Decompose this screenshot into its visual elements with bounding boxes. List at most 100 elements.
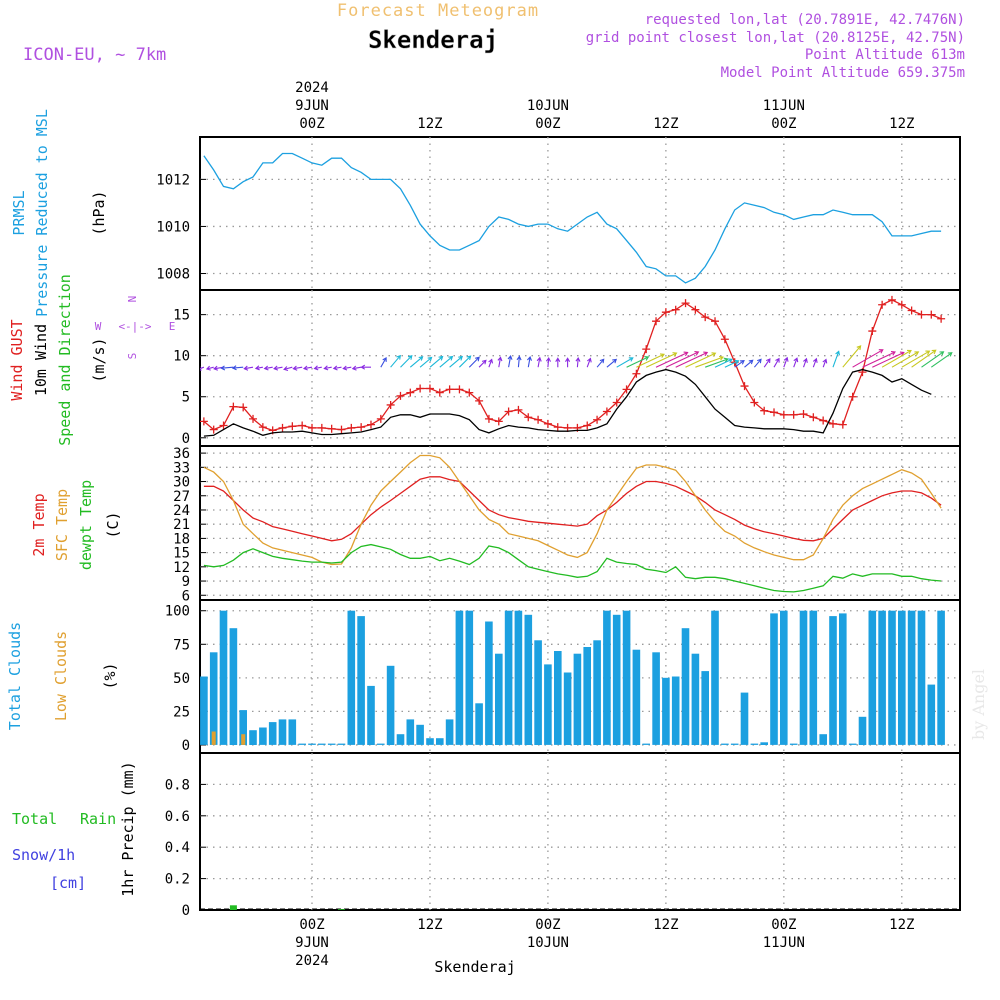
- wind-direction-arrow: [714, 358, 733, 368]
- gust-marker: [524, 413, 533, 422]
- gust-marker: [543, 419, 552, 428]
- total-cloud-bar: [406, 719, 415, 745]
- wind-frame: [199, 289, 961, 447]
- series-line-2m-temp: [203, 476, 942, 542]
- wind-direction-arrow: [575, 356, 581, 368]
- wind-direction-arrow: [763, 358, 771, 368]
- wind-direction-arrow: [596, 358, 605, 368]
- wind-direction-arrow: [773, 357, 780, 368]
- total-cloud-bar: [554, 651, 562, 745]
- total-cloud-bar: [514, 610, 523, 745]
- wind-direction-arrow: [832, 350, 841, 368]
- total-cloud-bar: [770, 613, 778, 745]
- precip-legend-label: Total: [12, 810, 57, 828]
- total-cloud-bar: [534, 640, 542, 745]
- gust-marker: [455, 385, 464, 394]
- wind-direction-arrow: [390, 354, 401, 368]
- total-cloud-bar: [259, 727, 267, 745]
- gust-marker: [789, 410, 798, 419]
- top-time-label: 12Z: [417, 116, 442, 132]
- gust-marker: [897, 300, 906, 309]
- gust-marker: [652, 317, 661, 326]
- gust-marker: [642, 345, 651, 354]
- series-line-dewpt-temp: [203, 543, 942, 593]
- total-cloud-bar: [593, 640, 601, 745]
- total-cloud-bar: [573, 653, 582, 745]
- y-tick-label: 1008: [156, 267, 190, 283]
- gust-marker: [534, 415, 543, 424]
- total-cloud-bar: [721, 743, 729, 745]
- total-cloud-bar: [740, 692, 749, 745]
- y-tick-label: 10: [173, 349, 190, 365]
- gust-marker: [288, 422, 297, 431]
- gust-marker: [661, 308, 670, 317]
- total-cloud-bar: [416, 724, 424, 745]
- gust-marker: [435, 388, 444, 397]
- precip-legend-label: Snow/1h: [12, 846, 75, 864]
- wind-direction-arrow: [313, 365, 322, 371]
- gust-marker: [504, 407, 513, 416]
- total-cloud-bar: [701, 671, 709, 745]
- y-tick-label: 100: [165, 604, 190, 620]
- y-tick-label: 15: [173, 308, 190, 324]
- gust-marker: [337, 425, 346, 434]
- y-tick-label: 18: [173, 531, 190, 547]
- wind-direction-arrow: [497, 356, 503, 368]
- total-cloud-bar: [898, 610, 906, 745]
- y-axis-label: 2m Temp: [30, 493, 48, 556]
- bottom-time-label: 00Z: [299, 917, 324, 933]
- wind-compass-icon: W E N S <-|->: [95, 296, 176, 360]
- gust-marker: [868, 327, 877, 336]
- y-tick-label: 0: [182, 903, 190, 919]
- y-tick-label: 27: [173, 489, 190, 505]
- total-cloud-bar: [780, 610, 788, 745]
- gust-marker: [366, 420, 375, 429]
- total-cloud-bar: [445, 719, 454, 745]
- total-cloud-bar: [681, 628, 690, 745]
- top-time-label: 2024: [295, 80, 329, 96]
- total-cloud-bar: [907, 610, 916, 745]
- y-axis-label: Total Clouds: [6, 622, 24, 730]
- gust-marker: [514, 405, 523, 414]
- gust-marker: [691, 305, 700, 314]
- total-cloud-bar: [642, 743, 650, 745]
- gust-marker: [425, 384, 434, 393]
- compass-arrows: <-|->: [118, 320, 151, 333]
- gust-marker: [740, 382, 749, 391]
- total-cloud-bar: [612, 614, 621, 745]
- bottom-time-label: 00Z: [535, 917, 560, 933]
- gust-marker: [445, 385, 454, 394]
- top-time-label: 12Z: [653, 116, 678, 132]
- gust-marker: [317, 423, 326, 432]
- rain-bar: [229, 905, 237, 910]
- y-tick-label: 25: [173, 704, 190, 720]
- series-line-prmsl: [203, 152, 942, 284]
- gust-marker: [229, 402, 238, 411]
- total-cloud-bar: [878, 610, 886, 745]
- requested-location: requested lon,lat (20.7891E, 42.7476N): [645, 12, 965, 28]
- y-tick-label: 0: [182, 431, 190, 447]
- gust-marker: [258, 423, 267, 432]
- y-tick-label: 21: [173, 517, 190, 533]
- top-time-label: 11JUN: [763, 98, 805, 114]
- panel-clouds: 0 25 50 75 100 Total Clouds Low Clouds (%): [6, 599, 961, 754]
- wind-direction-arrow: [536, 356, 542, 368]
- wind-direction-arrow: [449, 355, 464, 368]
- gust-marker: [278, 423, 287, 432]
- wind-series: [200, 295, 953, 437]
- gust-marker: [622, 385, 631, 394]
- total-cloud-bar: [603, 610, 611, 745]
- wind-direction-arrow: [675, 351, 709, 368]
- gust-marker: [209, 425, 218, 434]
- wind-direction-arrow: [273, 365, 283, 371]
- gust-marker: [848, 392, 857, 401]
- wind-direction-arrow: [606, 358, 618, 368]
- gust-marker: [602, 407, 611, 416]
- compass-letter: N: [126, 296, 139, 303]
- bottom-time-label: 2024: [295, 953, 329, 969]
- y-axis-label: (hPa): [90, 190, 108, 235]
- gust-marker: [239, 403, 248, 412]
- wind-direction-arrow: [812, 357, 818, 368]
- wind-direction-arrow: [852, 349, 884, 368]
- total-cloud-bar: [809, 610, 818, 745]
